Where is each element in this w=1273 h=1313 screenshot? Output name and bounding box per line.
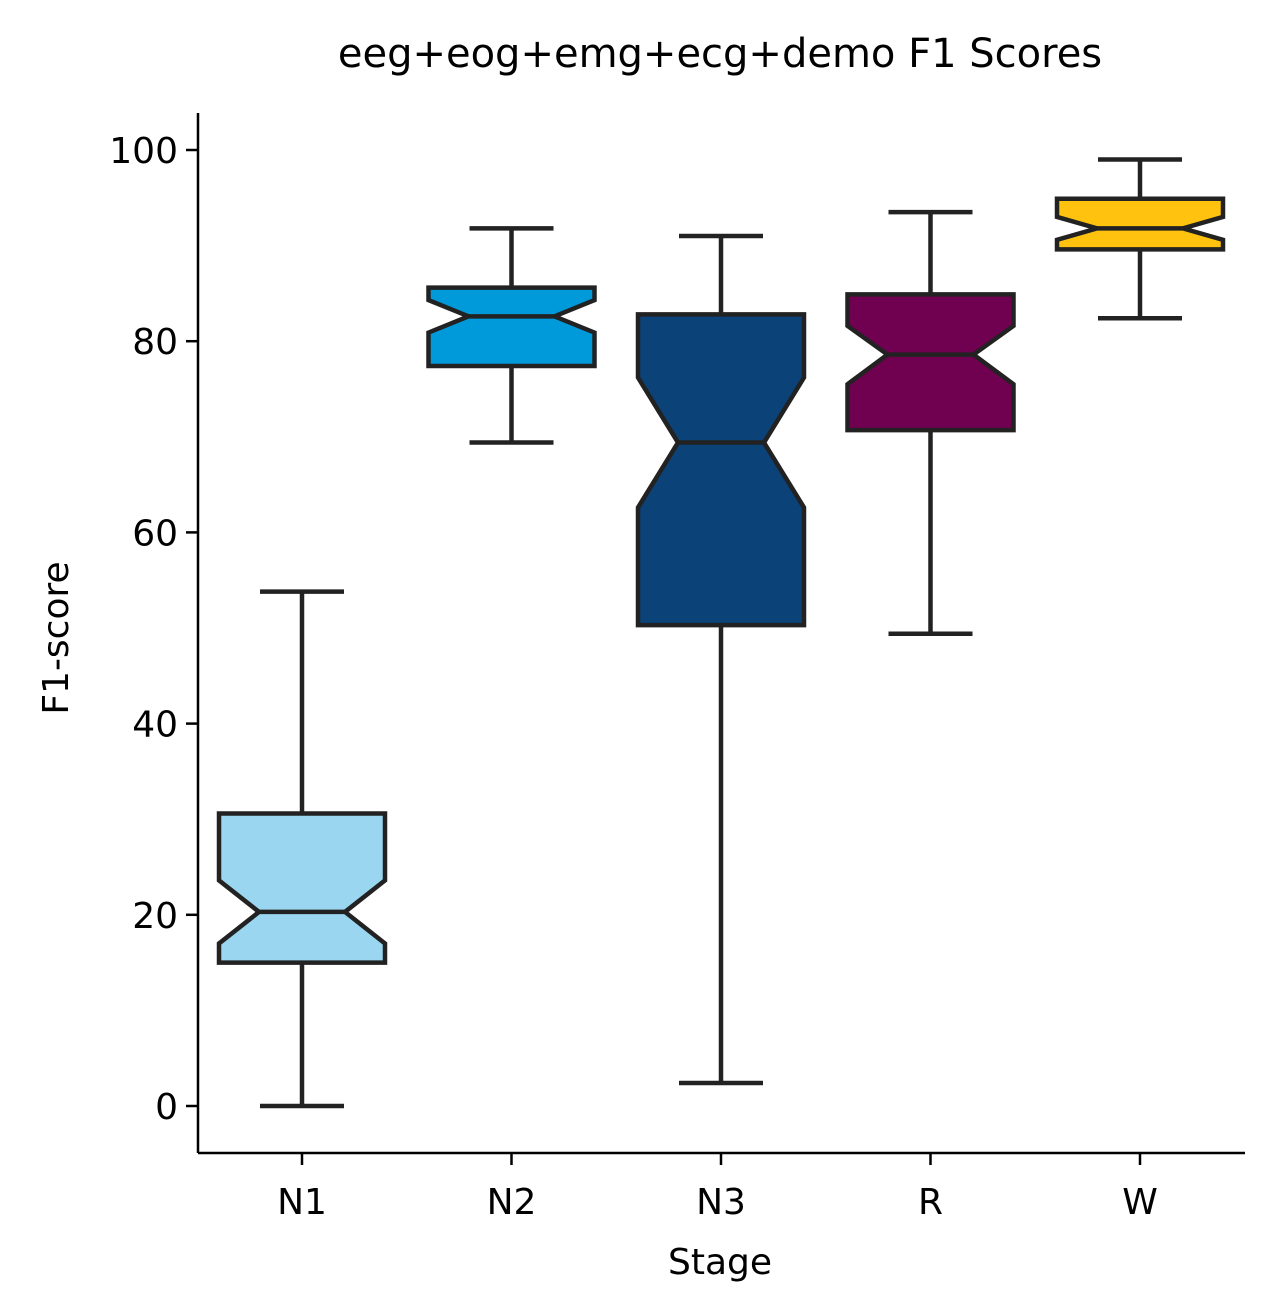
axes: 0 20 40 60 80 100 N1 N2 N3 R W [109,113,1245,1223]
y-tick-label: 60 [132,513,178,554]
y-tick-label: 20 [132,896,178,937]
x-axis-label: Stage [668,1242,772,1283]
box-body [426,285,597,369]
y-tick-label: 100 [109,131,178,172]
box-body [216,811,388,965]
box-n1 [216,589,388,1109]
x-tick-label: W [1122,1182,1158,1223]
boxes [216,157,1226,1109]
y-tick-label: 0 [155,1087,178,1128]
box-n2 [426,226,597,445]
box-n3 [635,233,807,1086]
y-tick-label: 80 [132,322,178,363]
box-body [635,312,807,628]
y-tick-label: 40 [132,705,178,746]
box-body [1054,196,1226,252]
chart-title: eeg+eog+emg+ecg+demo F1 Scores [338,31,1102,77]
y-axis-label: F1-score [36,561,77,714]
x-tick-label: N3 [696,1182,746,1223]
x-tick-label: R [918,1182,943,1223]
x-tick-label: N1 [277,1182,327,1223]
box-r [845,209,1016,636]
box-body [845,292,1016,433]
x-tick-label: N2 [487,1182,537,1223]
box-w [1054,157,1226,321]
